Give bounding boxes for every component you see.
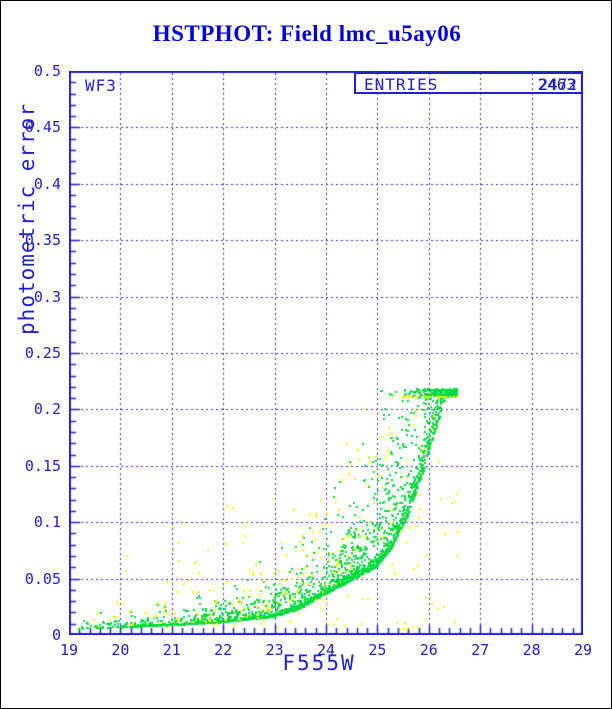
entries-box: ENTRIES 2463 2472 — [354, 72, 583, 94]
y-tick-label: 0.15 — [24, 456, 61, 475]
y-tick-label: 0.1 — [33, 513, 61, 532]
x-tick-label: 29 — [573, 641, 593, 659]
y-axis-label: photometric error — [15, 103, 39, 335]
entries-label: ENTRIES — [364, 75, 439, 94]
detector-label: WF3 — [85, 76, 117, 95]
scatter-canvas — [69, 71, 583, 635]
y-tick-label: 0 — [51, 626, 61, 644]
x-tick-label: 22 — [214, 641, 233, 659]
x-tick-label: 26 — [419, 641, 438, 659]
page-title: HSTPHOT: Field lmc_u5ay06 — [152, 21, 462, 46]
y-tick-label: 0.2 — [33, 400, 61, 419]
y-tick-label: 0.3 — [33, 287, 61, 306]
x-tick-label: 28 — [522, 641, 541, 659]
y-tick-label: 0.05 — [24, 569, 61, 588]
x-axis-label: F555W — [282, 651, 356, 675]
y-tick-label: 0.45 — [24, 118, 61, 137]
x-tick-label: 25 — [368, 641, 387, 659]
entries-value-1: 2463 — [537, 75, 576, 94]
y-tick-label: 0.35 — [24, 231, 61, 250]
y-tick-label: 0.5 — [33, 62, 61, 80]
x-tick-label: 27 — [471, 641, 490, 659]
y-tick-label: 0.25 — [24, 344, 61, 362]
entries-value-2: 2472 — [538, 75, 577, 94]
x-tick-label: 23 — [265, 641, 284, 659]
x-tick-label: 19 — [59, 641, 79, 659]
x-tick-label: 20 — [111, 641, 130, 659]
y-tick-label: 0.4 — [33, 174, 61, 193]
plot-area — [69, 71, 583, 635]
x-tick-label: 21 — [162, 641, 181, 659]
x-tick-label: 24 — [316, 641, 336, 659]
entries-values: 2463 2472 — [537, 75, 577, 94]
